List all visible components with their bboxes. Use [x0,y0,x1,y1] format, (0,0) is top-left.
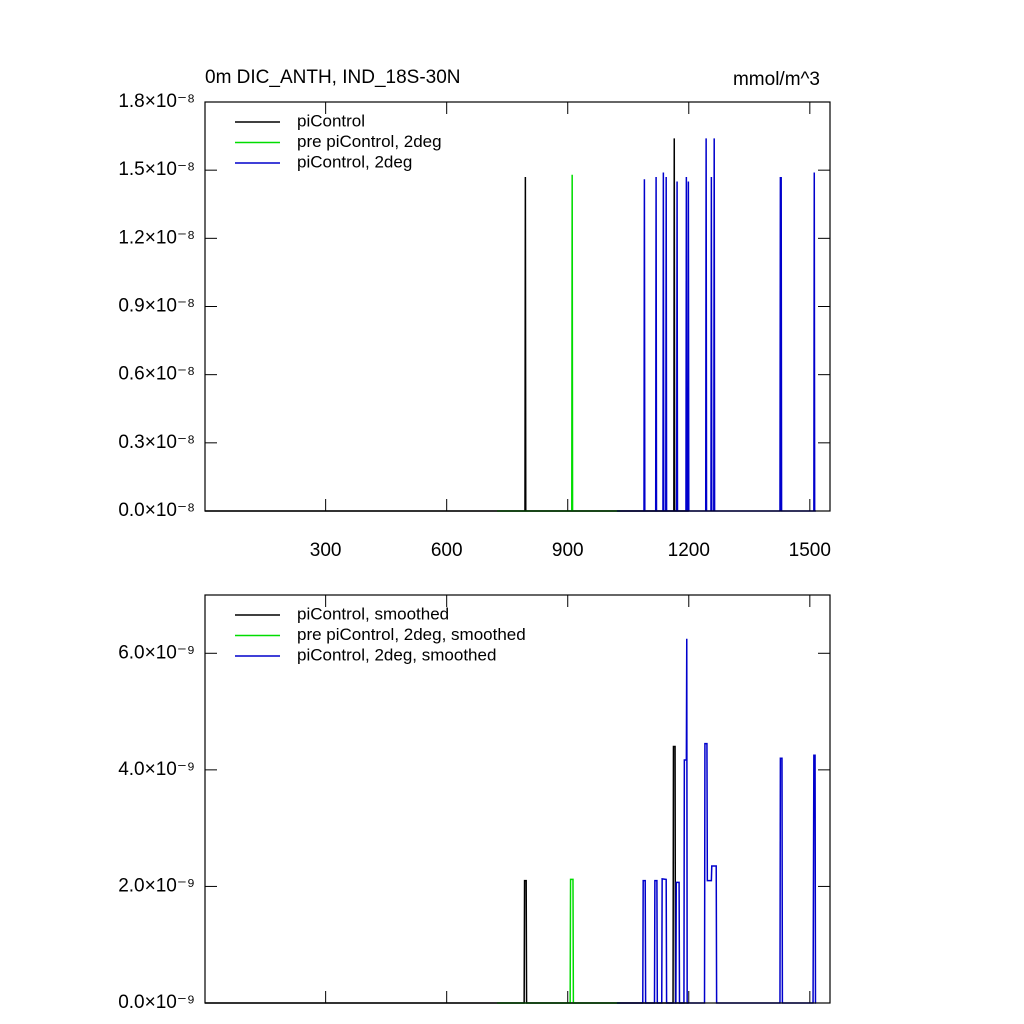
series-line [616,638,817,1004]
chart-title: 0m DIC_ANTH, IND_18S-30N [205,67,461,88]
units-label: mmol/m^3 [733,69,820,90]
legend-label: piControl, smoothed [297,604,449,623]
series-line [205,745,689,1004]
series-line [616,138,816,512]
legend-label: piControl, 2deg [297,152,412,171]
x-tick-label: 300 [310,540,342,561]
series-line [497,174,621,512]
y-tick-label: 1.8×10⁻⁸ [118,91,195,112]
y-tick-label: 0.6×10⁻⁸ [118,364,195,385]
y-tick-label: 0.3×10⁻⁸ [118,432,195,453]
legend-label: piControl, 2deg, smoothed [297,645,496,664]
y-tick-label: 0.9×10⁻⁸ [118,296,195,317]
legend-label: pre piControl, 2deg, smoothed [297,625,526,644]
series-line [205,138,689,512]
x-tick-label: 1200 [668,540,710,561]
y-tick-label: 0.0×10⁻⁸ [118,500,195,521]
series-line [497,878,621,1004]
y-tick-label: 6.0×10⁻⁹ [118,642,195,663]
legend-label: piControl [297,111,365,130]
y-tick-label: 1.2×10⁻⁸ [118,227,195,248]
y-tick-label: 1.5×10⁻⁸ [118,159,195,180]
x-tick-label: 900 [552,540,584,561]
y-tick-label: 2.0×10⁻⁹ [118,875,195,896]
plot-frame [204,101,831,512]
legend-label: pre piControl, 2deg [297,132,442,151]
y-tick-label: 4.0×10⁻⁹ [118,759,195,780]
y-tick-label: 0.0×10⁻⁹ [118,992,195,1013]
plot-frame [204,594,831,1004]
x-tick-label: 1500 [789,540,831,561]
x-tick-label: 600 [431,540,463,561]
